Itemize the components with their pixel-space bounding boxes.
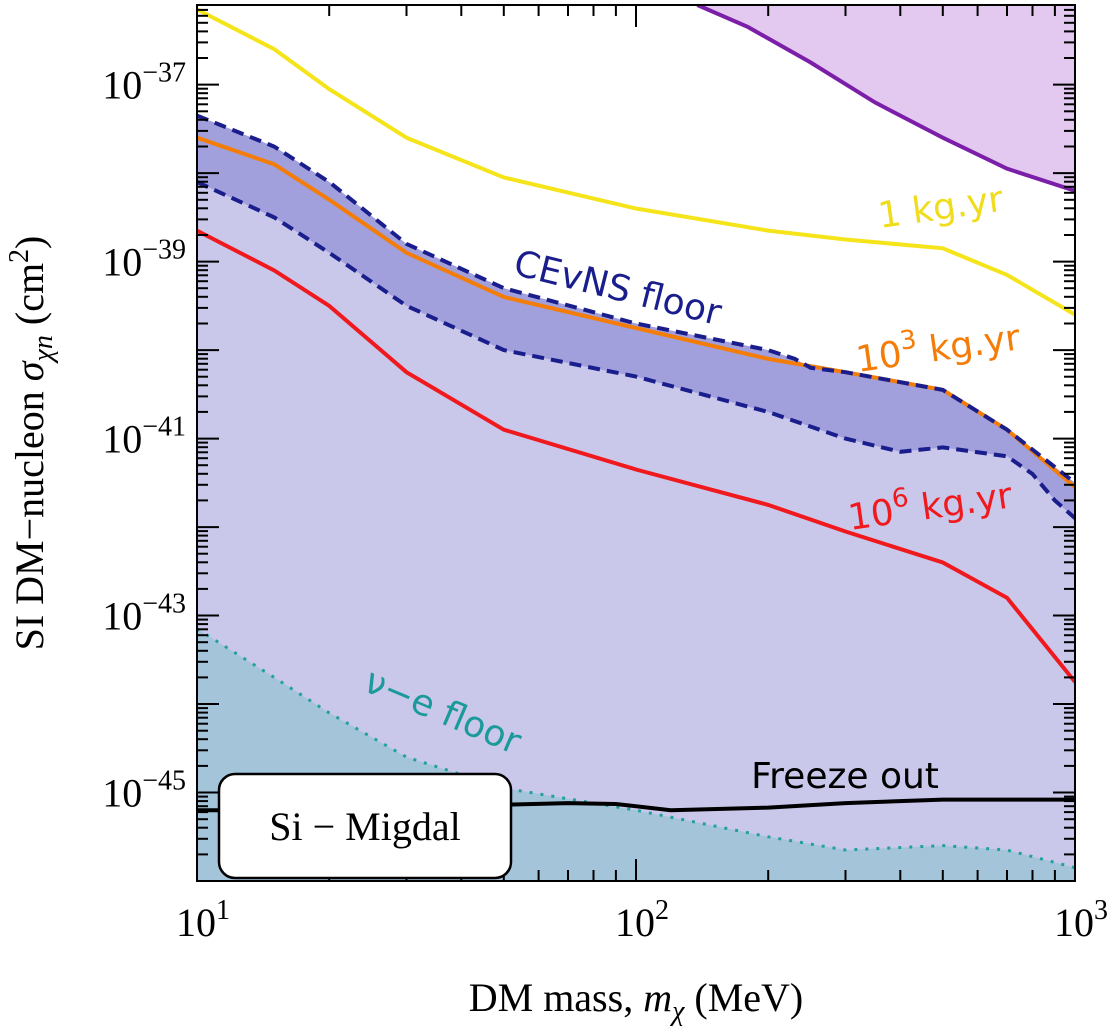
x-tick-labels: 101 102 103 <box>176 895 1108 945</box>
cevns-band-upper-edge <box>197 113 1075 485</box>
exposure-1e6-kgyr-line <box>197 228 1075 684</box>
y-tick-labels: 10−37 10−39 10−41 10−43 10−45 <box>102 58 186 816</box>
x-tick-label-10: 101 <box>176 895 230 945</box>
cevns-band-fill <box>197 115 1075 519</box>
exposure-1-kgyr-line <box>197 7 1075 317</box>
y-tick-label-1e-43: 10−43 <box>102 589 186 639</box>
excluded-region-edge-line <box>696 5 1075 193</box>
legend-box-frame <box>217 772 513 880</box>
label-freeze-out: Freeze out <box>751 756 939 797</box>
y-tick-label-1e-39: 10−39 <box>102 235 186 285</box>
x-tick-label-1000: 103 <box>1054 895 1108 945</box>
legend-box-text: Si − Migdal <box>269 804 460 849</box>
y-tick-label-1e-41: 10−41 <box>102 412 186 462</box>
cevns-band-lower-edge <box>197 180 1075 520</box>
y-tick-label-1e-45: 10−45 <box>102 766 186 816</box>
y-tick-label-1e-37: 10−37 <box>102 58 186 108</box>
legend-box: Si − Migdal <box>217 772 513 880</box>
nu-e-floor-line <box>197 627 1075 870</box>
y-axis-title: SI DM−nucleon σχn (cm2) <box>4 236 59 651</box>
x-tick-label-100: 102 <box>615 895 669 945</box>
x-axis-title: DM mass, mχ (MeV) <box>469 975 804 1026</box>
exposure-1e3-kgyr-line <box>197 135 1075 489</box>
